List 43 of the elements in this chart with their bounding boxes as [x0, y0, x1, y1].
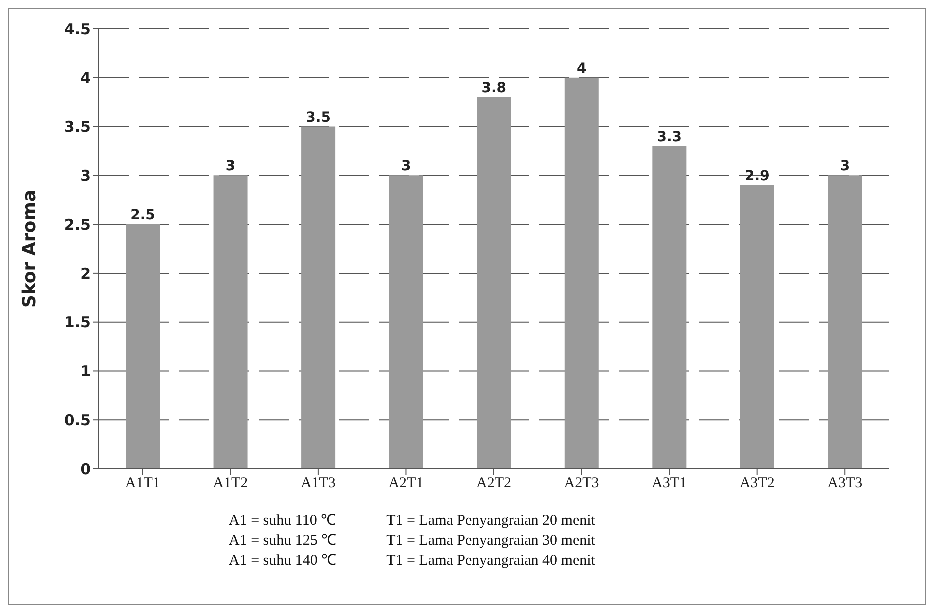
bar: [302, 126, 336, 469]
x-tick-label: A1T1: [125, 476, 160, 492]
y-tick-label: 4: [80, 69, 91, 88]
y-tick-label: 3: [80, 166, 91, 185]
bar: [564, 78, 599, 469]
x-tick-label: A2T3: [564, 476, 600, 492]
text: T1 = Lama Penyangraian 20 menit: [386, 512, 596, 531]
x-tick-label: A2T1: [388, 476, 424, 492]
data-label: 3.5: [306, 110, 331, 126]
y-tick-label: 1.5: [64, 314, 91, 332]
text: A1 = suhu 140 ℃: [229, 552, 337, 571]
x-tick-label: A1T3: [300, 476, 336, 492]
y-tick-label: 3.5: [64, 118, 91, 136]
y-tick-label: 1: [80, 362, 91, 381]
text: A1 = suhu 125 ℃: [229, 532, 337, 551]
data-label: 3: [226, 158, 236, 175]
data-label: 3: [401, 158, 412, 175]
text: A1 = suhu 110 ℃: [229, 512, 337, 531]
bar: [828, 176, 862, 469]
y-tick-label: 0.5: [64, 411, 91, 430]
y-tick-label: 2.5: [64, 216, 91, 234]
text: T1 = Lama Penyangraian 30 menit: [386, 532, 596, 551]
bar: [214, 176, 248, 469]
text: T1 = Lama Penyangraian 40 menit: [386, 552, 596, 571]
data-label: 2.5: [130, 208, 156, 224]
x-tick-label: A3T1: [652, 476, 688, 492]
y-axis-title: Skor Aroma: [19, 190, 40, 308]
bar: [740, 185, 774, 469]
data-label: 3: [840, 158, 850, 175]
bar: [126, 224, 160, 469]
x-tick-label: A2T2: [476, 476, 512, 492]
x-tick-label: A3T2: [740, 476, 775, 492]
data-label: 3.3: [657, 129, 682, 146]
bar: [389, 176, 424, 469]
x-tick-label: A1T2: [213, 476, 248, 492]
data-label: 4: [577, 60, 588, 77]
x-tick-label: A3T3: [828, 476, 863, 492]
bar: [652, 146, 687, 469]
bar: [477, 97, 512, 469]
y-tick-label: 2: [80, 264, 91, 283]
y-tick-label: 4.5: [64, 20, 91, 38]
data-label: 3.8: [482, 80, 507, 96]
y-tick-label: 0: [80, 460, 91, 478]
